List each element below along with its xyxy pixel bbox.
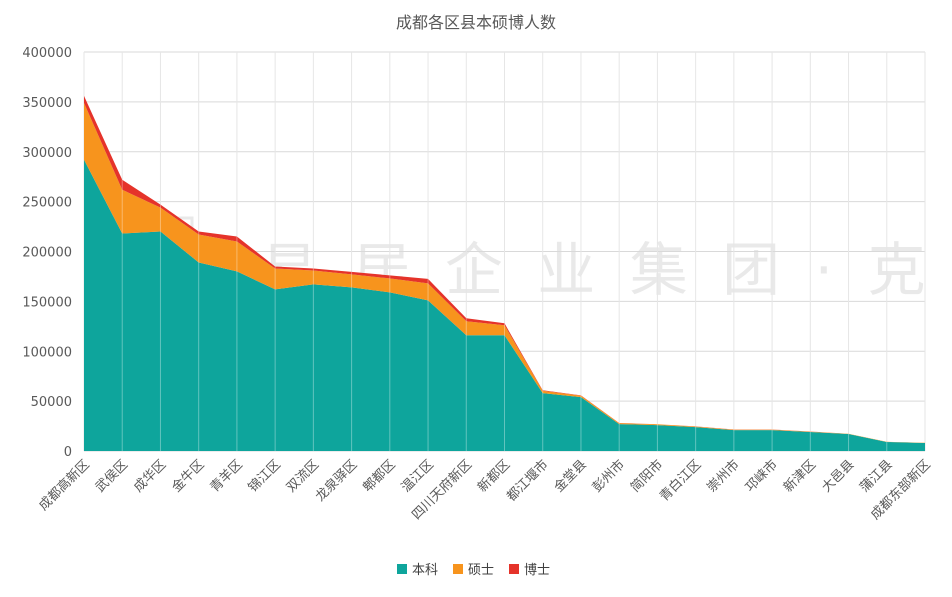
x-tick-label: 邛崃市 — [742, 457, 781, 496]
legend-label: 硕士 — [468, 563, 494, 578]
area-series-2 — [84, 102, 925, 444]
legend-swatch — [453, 564, 463, 574]
legend: 本科 硕士 博士 — [397, 563, 550, 578]
y-tick-label: 0 — [64, 445, 72, 460]
y-tick-label: 250000 — [22, 196, 72, 211]
x-tick-label: 锦江区 — [246, 457, 284, 495]
x-tick-label: 青羊区 — [207, 457, 246, 496]
x-tick-label: 彭州市 — [589, 457, 628, 496]
y-tick-label: 50000 — [31, 395, 72, 410]
legend-label: 本科 — [412, 563, 438, 578]
legend-swatch — [509, 564, 519, 574]
area-series-1 — [84, 159, 925, 451]
area-layer — [84, 95, 925, 451]
y-tick-label: 200000 — [22, 246, 72, 261]
x-tick-label: 青白江区 — [656, 457, 704, 505]
y-tick-label: 300000 — [22, 146, 72, 161]
x-tick-label: 崇州市 — [704, 457, 743, 496]
x-tick-label: 金堂县 — [551, 457, 590, 496]
x-axis-ticks: 成都高新区 武侯区 成华区 金牛区 青羊区 锦江区 双流区龙泉驿区 郫都区 温江区四川天府新区新… — [36, 457, 934, 523]
y-tick-label: 400000 — [22, 46, 72, 61]
y-tick-label: 350000 — [22, 96, 72, 111]
legend-label: 博士 — [524, 563, 550, 578]
y-tick-label: 100000 — [22, 345, 72, 360]
y-axis-ticks: 0 50000 100000 150000 200000 250000 300000 3500… — [22, 46, 72, 460]
x-tick-label: 龙泉驿区 — [312, 457, 360, 505]
x-tick-label: 大邑县 — [819, 457, 857, 495]
y-tick-label: 150000 — [22, 295, 72, 310]
x-tick-label: 武侯区 — [93, 457, 131, 495]
chart-title: 成都各区县本硕博人数 — [396, 13, 556, 32]
x-tick-label: 郫都区 — [360, 457, 399, 496]
legend-swatch — [397, 564, 407, 574]
x-tick-label: 金牛区 — [169, 457, 208, 496]
x-tick-label: 都江堰市 — [503, 457, 551, 505]
x-tick-label: 新津区 — [780, 457, 819, 496]
x-tick-label: 成都高新区 — [36, 457, 93, 514]
x-tick-label: 成华区 — [131, 457, 169, 495]
